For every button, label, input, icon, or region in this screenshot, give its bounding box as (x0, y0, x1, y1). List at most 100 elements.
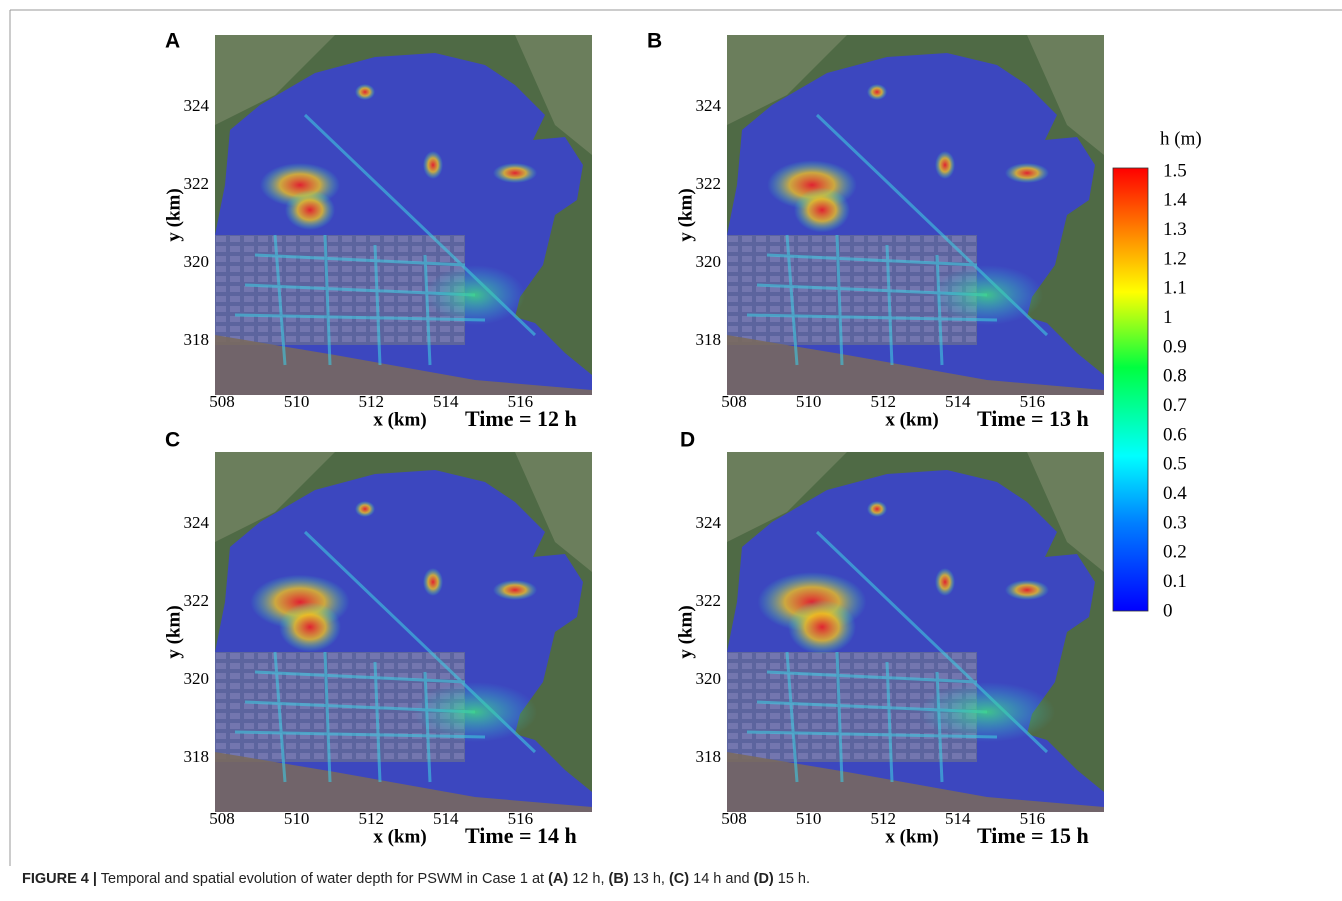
x-tick-label: 512 (870, 392, 896, 411)
depth-hotspot (279, 602, 341, 652)
x-axis-label: x (km) (373, 826, 426, 847)
y-tick-label: 324 (696, 513, 722, 532)
x-tick-label: 508 (721, 809, 747, 828)
x-tick-label: 510 (796, 809, 822, 828)
x-axis-label: x (km) (885, 409, 938, 430)
caption-text: (B) (609, 871, 629, 887)
x-tick-label: 508 (721, 392, 747, 411)
y-axis-label: y (km) (163, 188, 184, 241)
colorbar-tick-label: 1.1 (1163, 278, 1187, 299)
caption-text: 15 h. (774, 871, 810, 887)
y-tick-label: 322 (184, 591, 210, 610)
depth-hotspot (867, 84, 887, 100)
panel-label: B (647, 30, 662, 53)
y-tick-label: 320 (184, 252, 210, 271)
depth-hotspot (355, 84, 375, 100)
y-tick-label: 318 (696, 747, 722, 766)
colorbar-tick-label: 0.3 (1163, 512, 1187, 533)
depth-hotspot (935, 151, 955, 179)
caption-label: FIGURE 4 | (22, 871, 97, 887)
shallow-area (425, 265, 525, 325)
page: {"figure": { "panels": [ {"label": "A", … (0, 0, 1342, 901)
x-tick-label: 512 (358, 392, 384, 411)
y-tick-label: 322 (696, 591, 722, 610)
panel-label: C (165, 429, 180, 452)
x-tick-label: 514 (945, 392, 971, 411)
y-tick-label: 320 (696, 669, 722, 688)
caption-text: 12 h, (568, 871, 608, 887)
colorbar-tick-label: 0.1 (1163, 571, 1187, 592)
depth-hotspot (355, 501, 375, 517)
x-axis-label: x (km) (373, 409, 426, 430)
caption-text: (D) (754, 871, 774, 887)
y-tick-label: 322 (696, 174, 722, 193)
y-tick-label: 318 (184, 747, 210, 766)
depth-hotspot (867, 501, 887, 517)
colorbar-tick-label: 0.4 (1163, 483, 1187, 504)
x-tick-label: 516 (508, 392, 534, 411)
panel-label: D (680, 429, 695, 452)
y-axis-label: y (km) (675, 188, 696, 241)
x-tick-label: 510 (796, 392, 822, 411)
map-panel (215, 452, 592, 812)
y-tick-label: 318 (184, 330, 210, 349)
figure: h (m) 1.51.41.31.21.110.90.80.70.60.50.4… (0, 0, 1342, 901)
depth-hotspot (788, 600, 856, 654)
y-tick-label: 324 (184, 96, 210, 115)
x-tick-label: 508 (209, 392, 235, 411)
x-tick-label: 516 (508, 809, 534, 828)
depth-hotspot (493, 163, 537, 183)
y-tick-label: 320 (696, 252, 722, 271)
colorbar-tick-label: 1.3 (1163, 219, 1187, 240)
colorbar-tick-label: 0 (1163, 600, 1173, 621)
colorbar-tick-label: 0.6 (1163, 424, 1187, 445)
y-tick-label: 324 (184, 513, 210, 532)
shallow-area (413, 682, 537, 742)
map-panel (215, 35, 592, 395)
x-tick-label: 510 (284, 392, 310, 411)
map-panel (727, 452, 1104, 812)
caption-text: (C) (669, 871, 689, 887)
depth-hotspot (493, 580, 537, 600)
y-axis-label: y (km) (675, 605, 696, 658)
y-tick-label: 322 (184, 174, 210, 193)
caption-text: 13 h, (629, 871, 669, 887)
y-tick-label: 318 (696, 330, 722, 349)
panel-label: A (165, 30, 180, 53)
y-tick-label: 324 (696, 96, 722, 115)
colorbar-tick-label: 1.2 (1163, 248, 1187, 269)
x-tick-label: 514 (433, 392, 459, 411)
x-tick-label: 516 (1020, 392, 1046, 411)
colorbar-tick-label: 0.7 (1163, 395, 1187, 416)
colorbar-tick-label: 0.5 (1163, 454, 1187, 475)
colorbar-title: h (m) (1160, 128, 1202, 149)
depth-hotspot (935, 568, 955, 596)
x-tick-label: 514 (945, 809, 971, 828)
colorbar-tick-label: 1.4 (1163, 190, 1187, 211)
shallow-area (919, 682, 1055, 742)
caption-text: (A) (548, 871, 568, 887)
colorbar-scale (1113, 168, 1148, 611)
y-axis-label: y (km) (163, 605, 184, 658)
x-tick-label: 516 (1020, 809, 1046, 828)
caption-text: 14 h and (689, 871, 754, 887)
depth-hotspot (794, 188, 850, 233)
x-tick-label: 510 (284, 809, 310, 828)
map-panel (727, 35, 1104, 395)
colorbar: h (m) 1.51.41.31.21.110.90.80.70.60.50.4… (1113, 128, 1202, 621)
x-tick-label: 512 (358, 809, 384, 828)
x-tick-label: 512 (870, 809, 896, 828)
depth-hotspot (1005, 163, 1049, 183)
colorbar-tick-label: 0.9 (1163, 336, 1187, 357)
depth-hotspot (423, 568, 443, 596)
colorbar-tick-label: 1 (1163, 307, 1173, 328)
depth-hotspot (423, 151, 443, 179)
caption-text: Temporal and spatial evolution of water … (101, 871, 548, 887)
depth-hotspot (285, 190, 335, 230)
depth-hotspot (1005, 580, 1049, 600)
x-tick-label: 514 (433, 809, 459, 828)
colorbar-tick-label: 1.5 (1163, 160, 1187, 181)
caption: FIGURE 4 | Temporal and spatial evolutio… (22, 871, 1322, 887)
colorbar-tick-label: 0.2 (1163, 542, 1187, 563)
shallow-area (931, 265, 1043, 325)
